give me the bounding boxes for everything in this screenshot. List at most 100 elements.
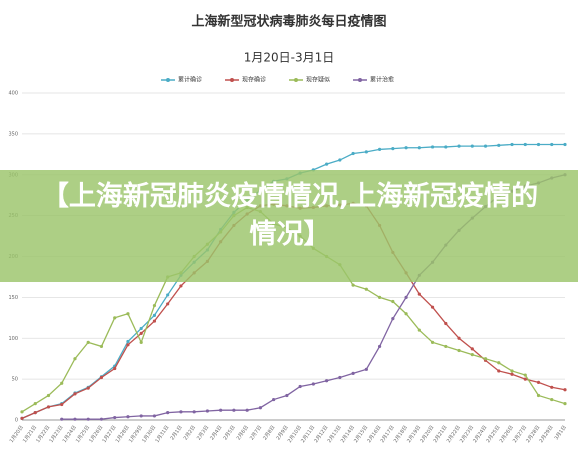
data-point bbox=[33, 411, 37, 415]
data-point bbox=[523, 377, 527, 381]
data-point bbox=[550, 142, 554, 147]
data-point bbox=[550, 397, 554, 402]
data-point bbox=[139, 340, 143, 344]
data-point bbox=[166, 411, 170, 415]
data-point bbox=[457, 336, 461, 340]
data-point bbox=[219, 408, 223, 412]
legend-marker bbox=[166, 78, 170, 82]
data-point bbox=[311, 382, 315, 386]
data-point bbox=[113, 316, 117, 320]
data-point bbox=[497, 369, 501, 373]
data-point bbox=[351, 371, 355, 376]
data-point bbox=[483, 144, 488, 148]
legend-label: 累计确诊 bbox=[178, 76, 202, 84]
data-point bbox=[444, 145, 448, 149]
chart-subtitle: 1月20日-3月1日 bbox=[244, 51, 335, 65]
data-point bbox=[470, 347, 474, 351]
data-point bbox=[33, 402, 37, 406]
data-point bbox=[417, 146, 421, 150]
data-point bbox=[510, 142, 514, 147]
data-point bbox=[536, 393, 541, 398]
data-point bbox=[523, 373, 527, 377]
banner-bg bbox=[0, 170, 578, 282]
data-point bbox=[417, 292, 421, 296]
legend-marker bbox=[358, 78, 362, 82]
data-point bbox=[338, 158, 342, 162]
data-point bbox=[73, 392, 77, 396]
data-point bbox=[444, 321, 448, 326]
data-point bbox=[325, 162, 329, 166]
data-point bbox=[417, 328, 421, 332]
data-point bbox=[60, 402, 64, 407]
data-point bbox=[99, 375, 104, 380]
data-point bbox=[338, 375, 342, 380]
data-point bbox=[377, 344, 382, 349]
data-point bbox=[126, 339, 130, 344]
data-point bbox=[497, 143, 501, 147]
data-point bbox=[536, 380, 541, 384]
data-point bbox=[232, 408, 236, 412]
y-tick-label: 0 bbox=[15, 418, 18, 424]
y-tick-label: 50 bbox=[12, 377, 18, 383]
data-point bbox=[166, 302, 170, 306]
data-point bbox=[563, 402, 567, 406]
data-point bbox=[377, 147, 382, 152]
data-point bbox=[113, 415, 117, 420]
data-point bbox=[285, 393, 289, 398]
data-point bbox=[391, 317, 395, 321]
legend-label: 累计治愈 bbox=[370, 76, 394, 84]
data-point bbox=[126, 415, 130, 419]
data-point bbox=[563, 388, 567, 392]
data-point bbox=[60, 381, 64, 385]
data-point bbox=[245, 408, 249, 412]
data-point bbox=[179, 284, 183, 288]
data-point bbox=[364, 287, 368, 291]
data-point bbox=[404, 295, 408, 299]
data-point bbox=[99, 417, 104, 421]
data-point bbox=[377, 295, 382, 299]
data-point bbox=[325, 379, 329, 383]
data-point bbox=[391, 146, 395, 151]
data-point bbox=[550, 385, 554, 389]
y-tick-label: 150 bbox=[8, 295, 18, 301]
data-point bbox=[351, 283, 355, 287]
legend-label: 现存疑似 bbox=[306, 76, 330, 84]
data-point bbox=[483, 357, 488, 361]
data-point bbox=[73, 357, 77, 361]
data-point bbox=[536, 142, 541, 147]
banner: 【上海新冠肺炎疫情情况,上海新冠疫情的情况】 bbox=[41, 181, 539, 250]
data-point bbox=[351, 151, 355, 156]
data-point bbox=[113, 366, 117, 371]
data-point bbox=[430, 145, 435, 149]
data-point bbox=[20, 410, 24, 414]
data-point bbox=[192, 410, 196, 414]
data-point bbox=[152, 319, 157, 323]
data-point bbox=[272, 397, 276, 402]
data-point bbox=[497, 361, 501, 365]
data-point bbox=[470, 144, 474, 148]
data-point bbox=[86, 386, 90, 390]
data-point bbox=[60, 417, 64, 421]
data-point bbox=[86, 417, 90, 421]
data-point bbox=[139, 326, 143, 331]
data-point bbox=[404, 312, 408, 316]
data-point bbox=[126, 343, 130, 347]
data-point bbox=[457, 348, 461, 353]
data-point bbox=[46, 393, 51, 398]
data-point bbox=[510, 372, 514, 376]
banner-box: 【上海新冠肺炎疫情情况,上海新冠疫情的情况】 bbox=[41, 181, 539, 250]
data-point bbox=[563, 142, 567, 147]
data-point bbox=[470, 353, 474, 357]
data-point bbox=[86, 340, 90, 344]
y-tick-label: 100 bbox=[8, 336, 18, 342]
data-point bbox=[152, 303, 157, 308]
data-point bbox=[73, 417, 77, 421]
legend-marker bbox=[294, 78, 298, 82]
data-point bbox=[404, 146, 408, 150]
data-point bbox=[126, 312, 130, 316]
y-tick-label: 350 bbox=[8, 131, 18, 137]
data-point bbox=[298, 384, 302, 389]
data-point bbox=[258, 406, 262, 410]
data-point bbox=[20, 416, 24, 420]
